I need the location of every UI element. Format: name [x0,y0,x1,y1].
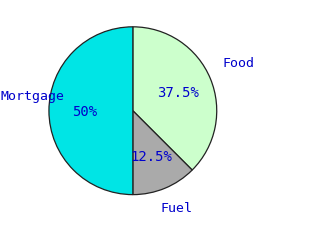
Text: Food: Food [223,56,255,69]
Text: 50%: 50% [72,104,97,118]
Wedge shape [133,111,192,195]
Wedge shape [49,28,133,195]
Text: 37.5%: 37.5% [157,86,199,100]
Wedge shape [133,28,217,170]
Text: 12.5%: 12.5% [131,149,172,163]
Text: Mortgage: Mortgage [0,90,64,103]
Text: Fuel: Fuel [160,201,192,214]
